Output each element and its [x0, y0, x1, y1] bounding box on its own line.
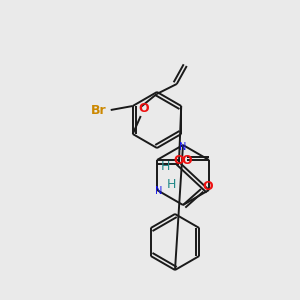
Text: O: O — [203, 179, 213, 193]
Text: O: O — [174, 154, 184, 166]
Text: O: O — [182, 154, 192, 166]
Text: H: H — [166, 178, 176, 190]
Text: H: H — [160, 160, 170, 172]
Text: N: N — [179, 142, 187, 152]
Text: O: O — [138, 101, 149, 115]
Text: Br: Br — [91, 104, 106, 118]
Text: N: N — [155, 186, 163, 196]
